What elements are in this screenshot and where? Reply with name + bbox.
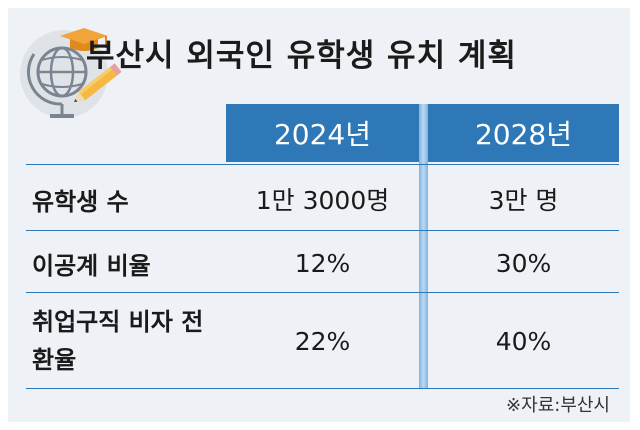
infographic-card: 부산시 외국인 유학생 유치 계획 2024년 2028년 유학생 수 1만 3… (8, 8, 630, 422)
row-label-students: 유학생 수 (32, 187, 129, 216)
cell-visa-conversion-2028: 40% (495, 326, 552, 356)
cell-students-2028: 3만 명 (488, 186, 559, 215)
row-divider (26, 292, 619, 293)
row-divider (26, 388, 619, 389)
row-divider (26, 164, 619, 165)
column-header-2028: 2028년 (428, 104, 619, 162)
column-header-2024: 2024년 (226, 104, 419, 162)
row-divider (26, 230, 619, 231)
cell-visa-conversion-2024: 22% (294, 326, 351, 356)
row-label-visa-conversion: 취업구직 비자 전환율 (32, 308, 204, 374)
row-label-stem-ratio: 이공계 비율 (32, 251, 151, 280)
column-divider (419, 104, 428, 388)
globe-graduation-cap-pencil-icon (20, 28, 122, 118)
page-title: 부산시 외국인 유학생 유치 계획 (86, 38, 517, 74)
cell-stem-ratio-2028: 30% (495, 248, 552, 278)
cell-stem-ratio-2024: 12% (294, 248, 351, 278)
source-note: ※자료:부산시 (506, 395, 610, 416)
cell-students-2024: 1만 3000명 (255, 186, 390, 215)
